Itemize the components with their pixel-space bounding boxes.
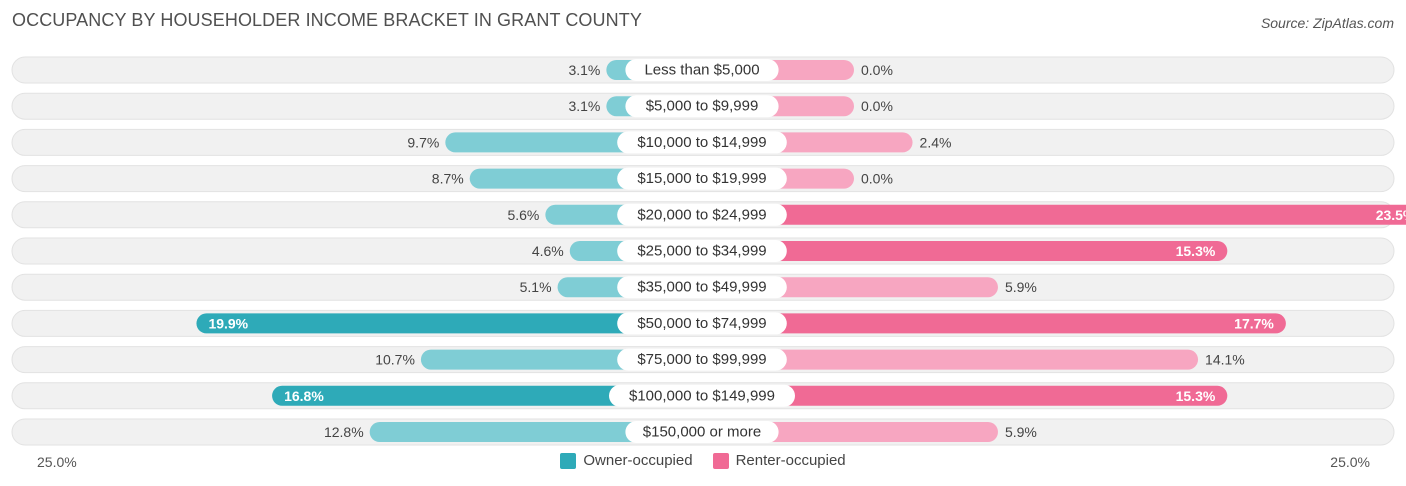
renter-value-label: 17.7% — [1234, 315, 1274, 331]
owner-value-label: 4.6% — [532, 243, 564, 259]
legend-label-owner: Owner-occupied — [583, 452, 693, 469]
legend-swatch-renter — [712, 452, 729, 469]
renter-bar — [702, 204, 1406, 225]
category-label-pill — [617, 203, 787, 226]
legend-item-owner: Owner-occupied — [560, 452, 693, 469]
renter-bar — [702, 349, 1199, 370]
owner-value-label: 12.8% — [324, 424, 364, 440]
owner-value-label: 5.1% — [520, 279, 552, 295]
category-label: $10,000 to $14,999 — [637, 134, 766, 151]
category-label: Less than $5,000 — [644, 62, 759, 79]
category-label-pill — [625, 95, 779, 118]
chart-source: Source: ZipAtlas.com — [1260, 15, 1394, 31]
category-label: $35,000 to $49,999 — [637, 279, 766, 296]
owner-value-label: 3.1% — [568, 62, 600, 78]
renter-value-label: 23.5% — [1376, 207, 1406, 223]
category-label: $75,000 to $99,999 — [637, 351, 766, 368]
chart-title: OCCUPANCY BY HOUSEHOLDER INCOME BRACKET … — [12, 10, 642, 30]
category-label-pill — [617, 276, 787, 299]
owner-value-label: 9.7% — [407, 134, 439, 150]
renter-value-label: 0.0% — [861, 62, 893, 78]
owner-bar — [369, 422, 702, 442]
renter-value-label: 2.4% — [920, 134, 952, 150]
category-label-pill — [617, 312, 787, 335]
legend-item-renter: Renter-occupied — [712, 452, 846, 469]
owner-bar — [196, 313, 702, 334]
category-label: $15,000 to $19,999 — [637, 170, 766, 187]
legend-swatch-owner — [560, 452, 577, 469]
renter-value-label: 0.0% — [861, 98, 893, 114]
renter-value-label: 5.9% — [1005, 424, 1037, 440]
renter-value-label: 14.1% — [1205, 352, 1245, 368]
category-label-pill — [617, 348, 787, 371]
owner-value-label: 3.1% — [568, 98, 600, 114]
renter-value-label: 5.9% — [1005, 279, 1037, 295]
owner-value-label: 16.8% — [284, 388, 324, 404]
renter-value-label: 15.3% — [1176, 243, 1216, 259]
category-label: $100,000 to $149,999 — [629, 387, 775, 404]
owner-bar — [272, 385, 702, 406]
category-label: $5,000 to $9,999 — [646, 98, 759, 115]
renter-bar — [702, 313, 1286, 334]
category-label: $25,000 to $34,999 — [637, 243, 766, 260]
axis-right-label: 25.0% — [1330, 454, 1370, 470]
owner-value-label: 10.7% — [375, 352, 415, 368]
renter-value-label: 0.0% — [861, 171, 893, 187]
category-label-pill — [609, 384, 795, 407]
legend-label-renter: Renter-occupied — [735, 452, 846, 469]
category-label-pill — [617, 167, 787, 190]
renter-bar — [702, 385, 1228, 406]
axis-left-label: 25.0% — [37, 454, 77, 470]
owner-value-label: 19.9% — [208, 315, 248, 331]
category-label-pill — [617, 240, 787, 262]
legend: Owner-occupied Renter-occupied — [0, 452, 1406, 469]
category-label-pill — [617, 131, 787, 154]
category-label-pill — [625, 59, 779, 81]
category-label-pill — [625, 421, 779, 443]
owner-value-label: 5.6% — [507, 207, 539, 223]
category-label: $50,000 to $74,999 — [637, 315, 766, 332]
category-label: $150,000 or more — [643, 424, 761, 441]
renter-value-label: 15.3% — [1176, 388, 1216, 404]
category-label: $20,000 to $24,999 — [637, 206, 766, 223]
renter-bar — [702, 241, 1228, 261]
owner-value-label: 8.7% — [432, 171, 464, 187]
